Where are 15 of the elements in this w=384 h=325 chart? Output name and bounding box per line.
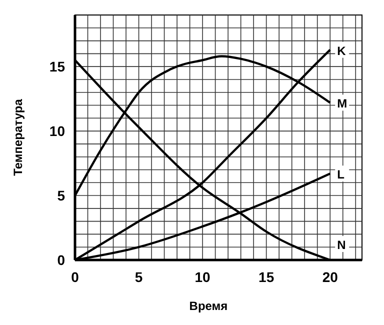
y-tick-label: 10 bbox=[49, 123, 66, 140]
x-axis-title: Время bbox=[189, 299, 228, 313]
series-label: N bbox=[337, 238, 346, 252]
x-tick-label: 0 bbox=[71, 269, 80, 285]
y-tick-label: 5 bbox=[57, 188, 66, 204]
series-label: L bbox=[337, 168, 344, 182]
y-tick-label: 15 bbox=[49, 58, 66, 75]
y-axis-title: Температура bbox=[11, 98, 25, 176]
y-tick-label: 0 bbox=[57, 252, 66, 268]
series-label: M bbox=[337, 96, 348, 111]
x-tick-label: 20 bbox=[322, 269, 338, 285]
x-tick-label: 15 bbox=[258, 269, 274, 285]
x-tick-label: 10 bbox=[194, 269, 211, 285]
x-tick-label: 5 bbox=[134, 269, 143, 285]
series-label: K bbox=[337, 44, 346, 58]
